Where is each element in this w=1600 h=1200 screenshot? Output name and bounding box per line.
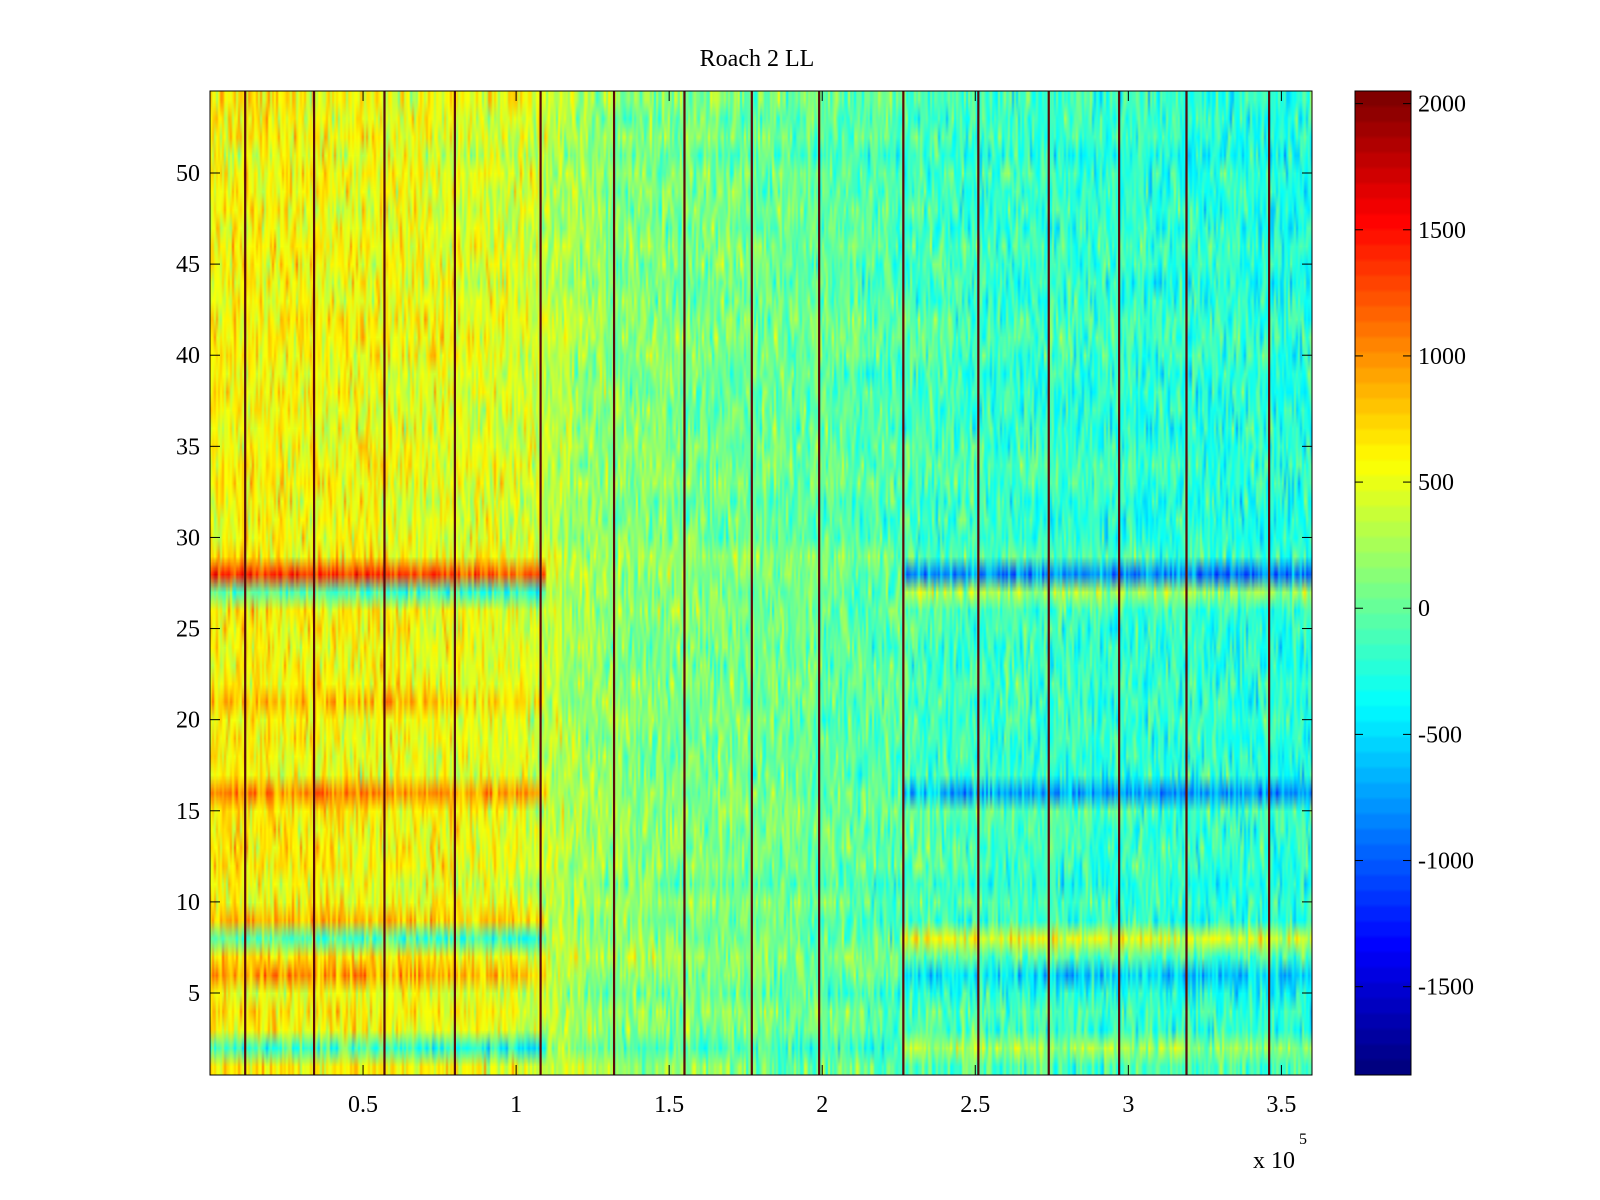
- x-tick-label: 1: [510, 1092, 522, 1118]
- x-multiplier: x 10 5: [1253, 1131, 1307, 1174]
- x-tick-label: 3.5: [1266, 1092, 1296, 1118]
- heatmap: [210, 91, 1312, 1075]
- y-tick-label: 35: [176, 434, 200, 460]
- y-tick-label: 15: [176, 799, 200, 825]
- x-multiplier-exponent: 5: [1299, 1131, 1307, 1148]
- colorbar: 2000 1500 1000 500 0 -500 -1000 -1500: [1354, 90, 1474, 1076]
- x-multiplier-base: x 10: [1253, 1148, 1295, 1174]
- y-tick-label: 40: [176, 343, 200, 369]
- x-tick-label: 2.5: [960, 1092, 990, 1118]
- colorbar-frame: [1354, 90, 1412, 1076]
- x-tick-label: 0.5: [348, 1092, 378, 1118]
- colorbar-tick-label: 2000: [1418, 92, 1466, 118]
- colorbar-gradient: [1355, 91, 1411, 1075]
- x-axis: 0.5 1 1.5 2 2.5 3 3.5: [348, 91, 1296, 1118]
- plot-frame: [209, 90, 1313, 1076]
- y-tick-label: 5: [188, 981, 200, 1007]
- heatmap-cells: [210, 91, 1312, 1075]
- chart-title: Roach 2 LL: [700, 46, 815, 72]
- colorbar-tick-label: -1500: [1418, 975, 1474, 1001]
- y-tick-label: 30: [176, 525, 200, 551]
- y-tick-label: 50: [176, 161, 200, 187]
- x-tick-label: 2: [816, 1092, 828, 1118]
- colorbar-ticks: 2000 1500 1000 500 0 -500 -1000 -1500: [1355, 92, 1474, 1001]
- y-tick-label: 10: [176, 890, 200, 916]
- colorbar-tick-label: 1500: [1418, 218, 1466, 244]
- x-tick-label: 3: [1122, 1092, 1134, 1118]
- y-tick-label: 25: [176, 617, 200, 643]
- y-axis: 5 10 15 20 25 30 35 40 45 50: [176, 161, 1312, 1007]
- colorbar-tick-label: 1000: [1418, 344, 1466, 370]
- colorbar-tick-label: 500: [1418, 470, 1454, 496]
- colorbar-tick-label: -1000: [1418, 849, 1474, 875]
- dark-vertical-lines: [244, 91, 1271, 1075]
- y-tick-label: 45: [176, 252, 200, 278]
- y-tick-label: 20: [176, 708, 200, 734]
- x-tick-label: 1.5: [654, 1092, 684, 1118]
- colorbar-tick-label: -500: [1418, 722, 1462, 748]
- colorbar-tick-label: 0: [1418, 596, 1430, 622]
